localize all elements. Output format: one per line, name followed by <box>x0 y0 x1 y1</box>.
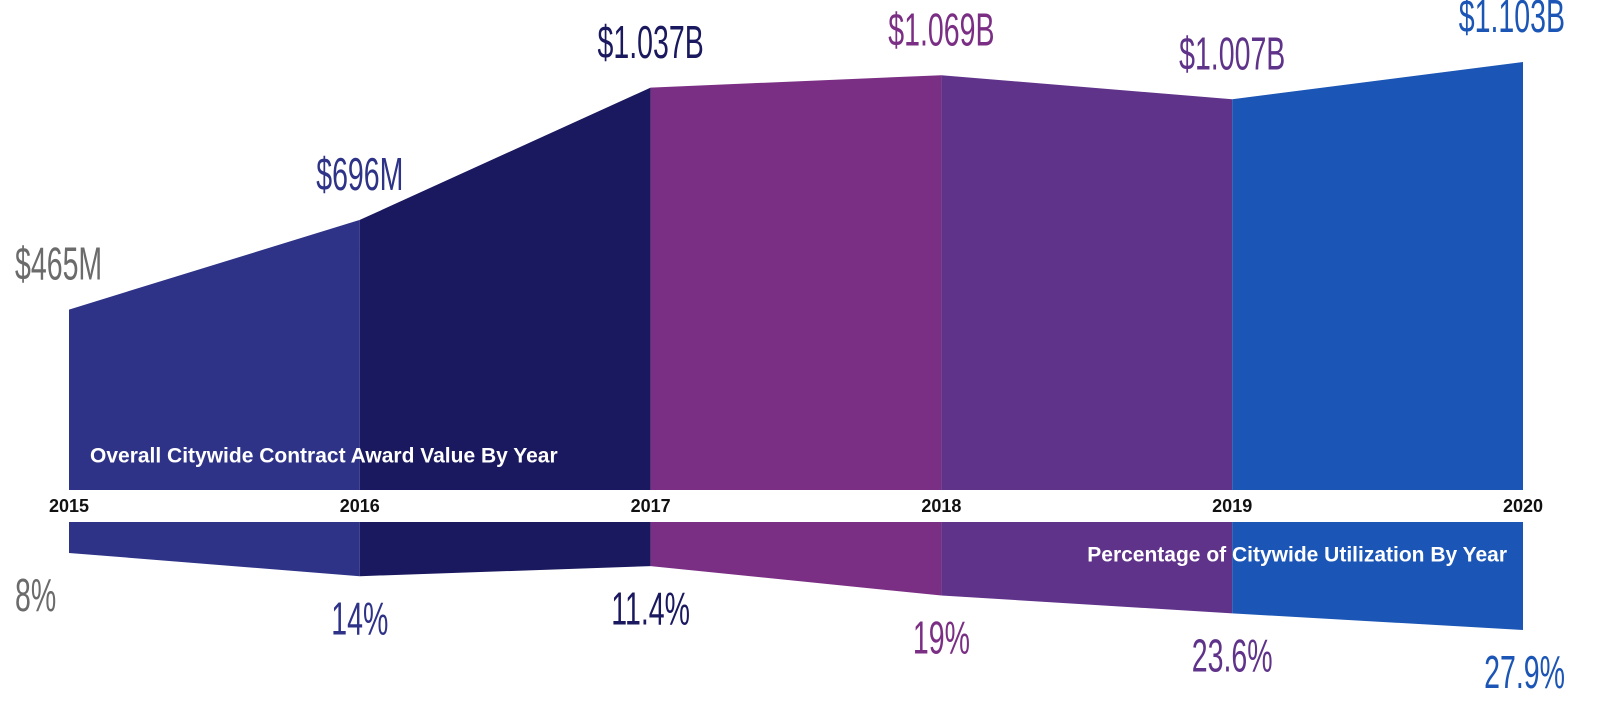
value-label: 11.4% <box>611 583 690 635</box>
value-label: $1.103B <box>1459 0 1565 43</box>
value-label: 8% <box>15 570 56 622</box>
x-tick-label: 2018 <box>921 496 961 516</box>
x-tick-label: 2017 <box>631 496 671 516</box>
area-segment <box>941 522 1233 614</box>
area-segment <box>941 75 1233 490</box>
area-segment <box>650 75 942 490</box>
value-label: 27.9% <box>1484 647 1565 699</box>
area-segment <box>69 522 360 577</box>
area-segment <box>1232 522 1523 630</box>
area-segment <box>359 522 651 577</box>
value-label: 14% <box>331 593 388 645</box>
value-label: $465M <box>15 239 102 291</box>
series-title: Percentage of Citywide Utilization By Ye… <box>1087 544 1507 567</box>
value-label: $696M <box>316 149 403 201</box>
value-label: $1.069B <box>888 4 994 56</box>
value-label: 23.6% <box>1192 631 1273 683</box>
value-label: 19% <box>913 613 970 665</box>
x-tick-label: 2015 <box>49 496 89 516</box>
area-segment <box>650 522 942 596</box>
value-label: $1.007B <box>1179 29 1285 81</box>
value-label: $1.037B <box>597 17 703 69</box>
area-segment <box>359 87 651 490</box>
x-tick-label: 2016 <box>340 496 380 516</box>
area-segment <box>69 219 360 490</box>
area-segment <box>1232 62 1523 490</box>
x-tick-label: 2020 <box>1503 496 1543 516</box>
x-tick-label: 2019 <box>1212 496 1252 516</box>
series-title: Overall Citywide Contract Award Value By… <box>90 445 558 468</box>
